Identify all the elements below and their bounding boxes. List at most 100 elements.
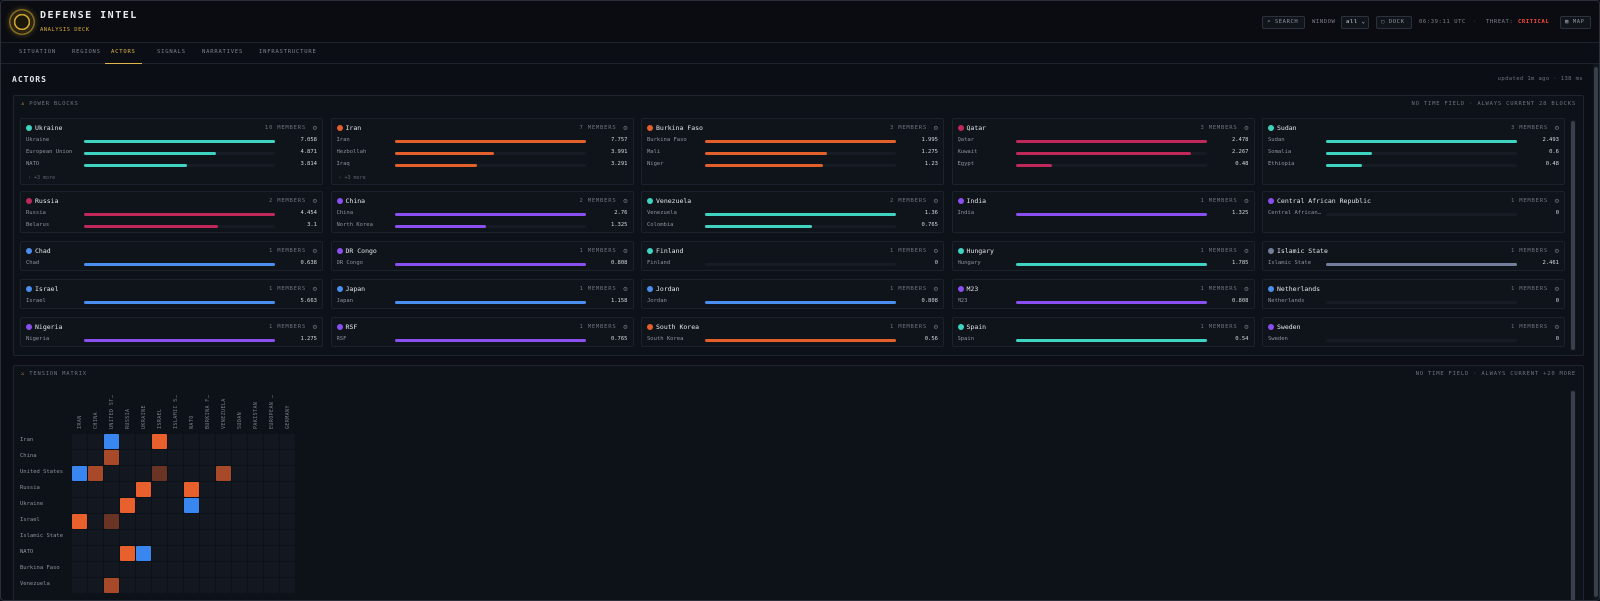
- block-card[interactable]: Hungary 1 MEMBERS ⚙ Hungary 1.785: [951, 241, 1255, 271]
- matrix-cell[interactable]: [104, 514, 119, 529]
- dock-button[interactable]: ▢ DOCK: [1376, 16, 1412, 29]
- matrix-cell[interactable]: [184, 498, 199, 513]
- block-card[interactable]: Qatar 3 MEMBERS ⚙ Qatar 2.478 Kuwait 2.267 Egyp…: [951, 118, 1255, 185]
- matrix-cell[interactable]: [72, 466, 87, 481]
- gear-icon[interactable]: ⚙: [312, 124, 317, 132]
- gear-icon[interactable]: ⚙: [312, 247, 317, 255]
- matrix-cell: [264, 562, 279, 577]
- matrix-cell[interactable]: [136, 546, 151, 561]
- matrix-cell[interactable]: [104, 450, 119, 465]
- block-card[interactable]: Netherlands 1 MEMBERS ⚙ Netherlands 0: [1262, 279, 1565, 309]
- gear-icon[interactable]: ⚙: [623, 124, 628, 132]
- matrix-cell: [216, 546, 231, 561]
- matrix-cell[interactable]: [120, 498, 135, 513]
- matrix-cell[interactable]: [88, 466, 103, 481]
- matrix-cell[interactable]: [216, 466, 231, 481]
- block-card[interactable]: Spain 1 MEMBERS ⚙ Spain 0.54: [951, 317, 1255, 347]
- block-card[interactable]: Sweden 1 MEMBERS ⚙ Sweden 0: [1262, 317, 1565, 347]
- block-card[interactable]: Jordan 1 MEMBERS ⚙ Jordan 0.808: [641, 279, 944, 309]
- window-select[interactable]: all ⌄: [1341, 16, 1369, 29]
- block-card[interactable]: Ukraine 10 MEMBERS ⚙ Ukraine 7.058 European U…: [20, 118, 323, 185]
- tab-situation[interactable]: SITUATION: [19, 49, 57, 55]
- tab-infrastructure[interactable]: INFRASTRUCTURE: [259, 49, 317, 55]
- gear-icon[interactable]: ⚙: [312, 197, 317, 205]
- member-score: 0.48: [1545, 161, 1559, 167]
- block-card-header: Ukraine 10 MEMBERS ⚙: [26, 124, 317, 134]
- matrix-cell[interactable]: [184, 482, 199, 497]
- matrix-cell: [280, 482, 295, 497]
- block-card[interactable]: Central African Republic 1 MEMBERS ⚙ Centra…: [1262, 191, 1565, 233]
- map-button[interactable]: ▦ MAP: [1560, 16, 1591, 29]
- gear-icon[interactable]: ⚙: [1244, 285, 1249, 293]
- block-name: Netherlands: [1277, 285, 1321, 293]
- gear-icon[interactable]: ⚙: [623, 323, 628, 331]
- page-scrollbar[interactable]: [1594, 67, 1598, 597]
- block-card[interactable]: Chad 1 MEMBERS ⚙ Chad 0.638: [20, 241, 323, 271]
- block-card-header: Burkina Faso 3 MEMBERS ⚙: [647, 124, 938, 134]
- gear-icon[interactable]: ⚙: [1244, 323, 1249, 331]
- block-card[interactable]: DR Congo 1 MEMBERS ⚙ DR Congo 0.808: [330, 241, 634, 271]
- matrix-cell[interactable]: [136, 482, 151, 497]
- member-name: Iran: [336, 137, 350, 143]
- gear-icon[interactable]: ⚙: [312, 285, 317, 293]
- tab-actors[interactable]: ACTORS: [105, 49, 142, 64]
- gear-icon[interactable]: ⚙: [623, 197, 628, 205]
- gear-icon[interactable]: ⚙: [312, 323, 317, 331]
- gear-icon[interactable]: ⚙: [1554, 124, 1559, 132]
- block-card[interactable]: Sudan 3 MEMBERS ⚙ Sudan 2.493 Somalia 0.6 Ethio…: [1262, 118, 1565, 185]
- matrix-cell[interactable]: [152, 466, 167, 481]
- gear-icon[interactable]: ⚙: [933, 247, 938, 255]
- block-card[interactable]: South Korea 1 MEMBERS ⚙ South Korea 0.56: [641, 317, 944, 347]
- gear-icon[interactable]: ⚙: [1554, 285, 1559, 293]
- more-members-link[interactable]: › +3 more: [28, 175, 56, 181]
- matrix-column-label: BURKINA F…: [205, 394, 211, 429]
- matrix-cell[interactable]: [120, 546, 135, 561]
- member-score: 1.785: [1231, 260, 1249, 266]
- gear-icon[interactable]: ⚙: [1244, 124, 1249, 132]
- member-row: Iraq 3.291: [337, 161, 628, 169]
- block-card[interactable]: Russia 2 MEMBERS ⚙ Russia 4.454 Belarus 3.1: [20, 191, 323, 233]
- more-members-link[interactable]: › +3 more: [338, 175, 366, 181]
- block-card[interactable]: Iran 7 MEMBERS ⚙ Iran 7.757 Hezbollah 3.991 Ira…: [330, 118, 634, 185]
- block-card[interactable]: Venezuela 2 MEMBERS ⚙ Venezuela 1.36 Colombia…: [641, 191, 944, 233]
- block-member-count: 1 MEMBERS: [579, 248, 617, 254]
- gear-icon[interactable]: ⚙: [623, 247, 628, 255]
- tab-regions[interactable]: REGIONS: [72, 49, 101, 55]
- matrix-cell[interactable]: [104, 434, 119, 449]
- tab-narratives[interactable]: NARRATIVES: [202, 49, 244, 55]
- matrix-scrollbar[interactable]: [1571, 391, 1575, 600]
- member-score-bar: [1015, 212, 1207, 216]
- matrix-cell[interactable]: [152, 434, 167, 449]
- block-card[interactable]: RSF 1 MEMBERS ⚙ RSF 0.765: [330, 317, 634, 347]
- tab-signals[interactable]: SIGNALS: [157, 49, 186, 55]
- block-color-dot: [336, 248, 343, 254]
- matrix-cell[interactable]: [104, 578, 119, 593]
- block-card[interactable]: Burkina Faso 3 MEMBERS ⚙ Burkina Faso 1.995 M…: [641, 118, 944, 185]
- search-button[interactable]: ⌕ SEARCH: [1262, 16, 1305, 29]
- gear-icon[interactable]: ⚙: [933, 323, 938, 331]
- block-card[interactable]: M23 1 MEMBERS ⚙ M23 0.808: [951, 279, 1255, 309]
- gear-icon[interactable]: ⚙: [1554, 197, 1559, 205]
- gear-icon[interactable]: ⚙: [1244, 197, 1249, 205]
- block-card[interactable]: Finland 1 MEMBERS ⚙ Finland 0: [641, 241, 944, 271]
- matrix-cell[interactable]: [72, 514, 87, 529]
- gear-icon[interactable]: ⚙: [1554, 247, 1559, 255]
- gear-icon[interactable]: ⚙: [623, 285, 628, 293]
- top-bar: DEFENSE INTEL ANALYSIS DECK ⌕ SEARCH WIN…: [1, 1, 1599, 43]
- block-card[interactable]: India 1 MEMBERS ⚙ India 1.325: [951, 191, 1255, 233]
- gear-icon[interactable]: ⚙: [1244, 247, 1249, 255]
- matrix-row-label: Ukraine: [20, 501, 44, 507]
- matrix-cell: [72, 434, 87, 449]
- block-card[interactable]: China 2 MEMBERS ⚙ China 2.76 North Korea 1.325: [330, 191, 634, 233]
- gear-icon[interactable]: ⚙: [933, 285, 938, 293]
- gear-icon[interactable]: ⚙: [933, 124, 938, 132]
- gear-icon[interactable]: ⚙: [1554, 323, 1559, 331]
- block-card-header: Russia 2 MEMBERS ⚙: [26, 197, 317, 207]
- block-card[interactable]: Islamic State 1 MEMBERS ⚙ Islamic State 2.46…: [1262, 241, 1565, 271]
- matrix-cell: [248, 434, 263, 449]
- block-card[interactable]: Japan 1 MEMBERS ⚙ Japan 1.158: [330, 279, 634, 309]
- block-card[interactable]: Nigeria 1 MEMBERS ⚙ Nigeria 1.275: [20, 317, 323, 347]
- blocks-scrollbar[interactable]: [1571, 121, 1575, 350]
- block-card[interactable]: Israel 1 MEMBERS ⚙ Israel 5.663: [20, 279, 323, 309]
- gear-icon[interactable]: ⚙: [933, 197, 938, 205]
